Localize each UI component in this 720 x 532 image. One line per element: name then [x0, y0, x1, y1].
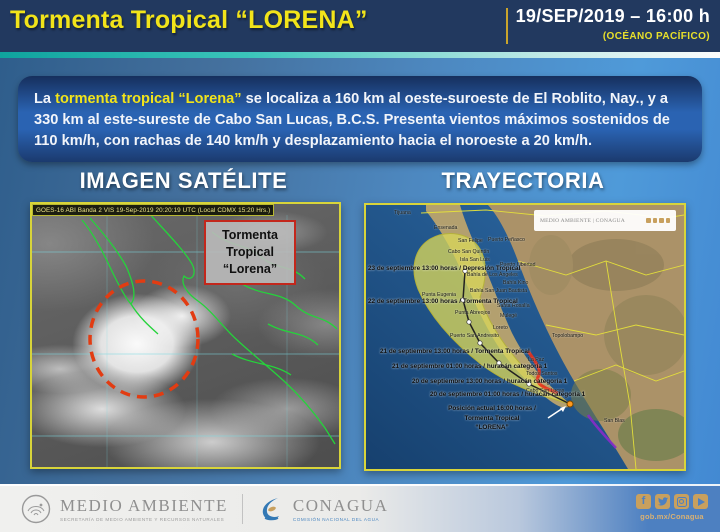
map-place-label: Topolobampo	[552, 333, 584, 339]
current-position-dot	[566, 400, 574, 408]
summary-box: La tormenta tropical “Lorena” se localiz…	[18, 76, 702, 162]
conagua-logo-icon	[262, 498, 279, 521]
satellite-image-panel: GOES-16 ABI Banda 2 VIS 19-Sep-2019 20:2…	[30, 202, 341, 469]
summary-body: se localiza a 160 km al oeste-suroeste d…	[34, 91, 670, 150]
medio-ambiente-wordmark: MEDIO AMBIENTE	[60, 495, 228, 515]
footer-divider	[241, 494, 243, 524]
map-social-icons	[646, 218, 670, 223]
footer: MEDIO AMBIENTE SECRETARÍA DE MEDIO AMBIE…	[0, 484, 720, 532]
conagua-subtitle: COMISIÓN NACIONAL DEL AGUA	[292, 516, 380, 522]
report-datetime: 19/SEP/2019 – 16:00 h	[515, 6, 710, 26]
trajectory-heading: TRAYECTORIA	[441, 168, 605, 193]
forecast-point-label: 21 de septiembre 01:00 horas / huracán c…	[392, 363, 548, 370]
twitter-icon	[655, 494, 670, 509]
map-place-label: La Paz	[528, 357, 545, 363]
social-icons-row: f	[636, 494, 708, 509]
map-place-label: Santa Rosalía	[497, 303, 530, 309]
forecast-point-label: 23 de septiembre 13:00 horas / Depresión…	[368, 265, 521, 272]
map-place-label: Ensenada	[434, 225, 458, 231]
forecast-point-label: 20 de septiembre 13:00 horas / huracán c…	[412, 378, 568, 385]
page-title: Tormenta Tropical “LORENA”	[10, 6, 368, 34]
medio-ambiente-subtitle: SECRETARÍA DE MEDIO AMBIENTE Y RECURSOS …	[60, 516, 225, 522]
warning-zone-red	[526, 350, 559, 395]
map-place-label: Cabo San Quintín	[448, 249, 490, 255]
storm-name-highlight: tormenta tropical “Lorena”	[55, 91, 242, 107]
map-place-label: Tijuana	[394, 210, 411, 216]
map-place-label: San Blas	[604, 418, 625, 424]
map-brand-bar: MEDIO AMBIENTE | CONAGUA	[534, 210, 676, 231]
summary-prefix: La	[34, 91, 56, 107]
map-place-label: Isla San Luis	[460, 257, 490, 263]
map-place-label: Punta Abreojos	[455, 310, 491, 316]
forecast-point-label: 21 de septiembre 13:00 horas / Tormenta …	[380, 348, 530, 355]
map-brand-text: MEDIO AMBIENTE | CONAGUA	[540, 217, 626, 224]
terrain-patches	[529, 235, 684, 461]
forecast-point-label: 20 de septiembre 01:00 horas / huracán c…	[430, 391, 586, 398]
basin-label: (OCÉANO PACÍFICO)	[602, 31, 710, 42]
header: Tormenta Tropical “LORENA” 19/SEP/2019 –…	[0, 0, 720, 52]
trajectory-map	[366, 205, 684, 469]
position-arrow	[547, 407, 564, 419]
current-position-label: Posición actual 16:00 horas / Tormenta T…	[448, 405, 536, 432]
map-place-label: Todos Santos	[526, 371, 558, 377]
map-place-label: Puerto Peñasco	[488, 237, 525, 243]
map-place-label: Cabo San Lucas	[526, 388, 565, 394]
facebook-icon: f	[636, 494, 651, 509]
instagram-icon	[674, 494, 689, 509]
map-place-label: Puerto Libertad	[500, 262, 536, 268]
trajectory-map-panel: MEDIO AMBIENTE | CONAGUA 23 de septiembr…	[364, 203, 686, 471]
youtube-icon	[693, 494, 708, 509]
forecast-position-dots	[460, 268, 532, 387]
forecast-point-label: 22 de septiembre 13:00 horas / Tormenta …	[368, 298, 518, 305]
satellite-heading: IMAGEN SATÉLITE	[79, 168, 288, 193]
conagua-wordmark: CONAGUA	[292, 495, 389, 515]
footer-logos: MEDIO AMBIENTE SECRETARÍA DE MEDIO AMBIE…	[20, 493, 388, 525]
warning-zone-purple	[586, 414, 617, 449]
map-place-label: Mulegé	[500, 313, 518, 319]
map-place-label: Puerto San Andresito	[450, 333, 500, 339]
social-handle: gob.mx/Conagua	[640, 512, 704, 521]
header-divider	[506, 8, 508, 44]
footer-social: f gob.mx/Conagua	[636, 494, 708, 521]
forecast-cone	[413, 233, 571, 405]
map-place-label: Punta Eugenia	[422, 292, 457, 298]
summary-text: La tormenta tropical “Lorena” se localiz…	[18, 76, 702, 152]
map-place-label: Bahía San Juan Bautista	[470, 288, 528, 294]
teal-accent-strip	[0, 52, 720, 58]
map-place-label: Loreto	[493, 325, 508, 331]
position-arrowhead	[560, 406, 566, 412]
storm-center-circle	[88, 279, 200, 399]
map-place-label: Bahía de Los Ángeles	[467, 272, 518, 278]
storm-label-box: Tormenta Tropical “Lorena”	[204, 220, 296, 285]
satellite-caption: GOES-16 ABI Banda 2 VIS 19-Sep-2019 20:2…	[32, 204, 275, 216]
map-place-label: Bahía Kino	[503, 280, 529, 286]
semarnat-seal-icon	[21, 494, 51, 524]
satellite-map-overlay	[32, 211, 339, 467]
map-place-label: San Felipe	[458, 238, 483, 244]
